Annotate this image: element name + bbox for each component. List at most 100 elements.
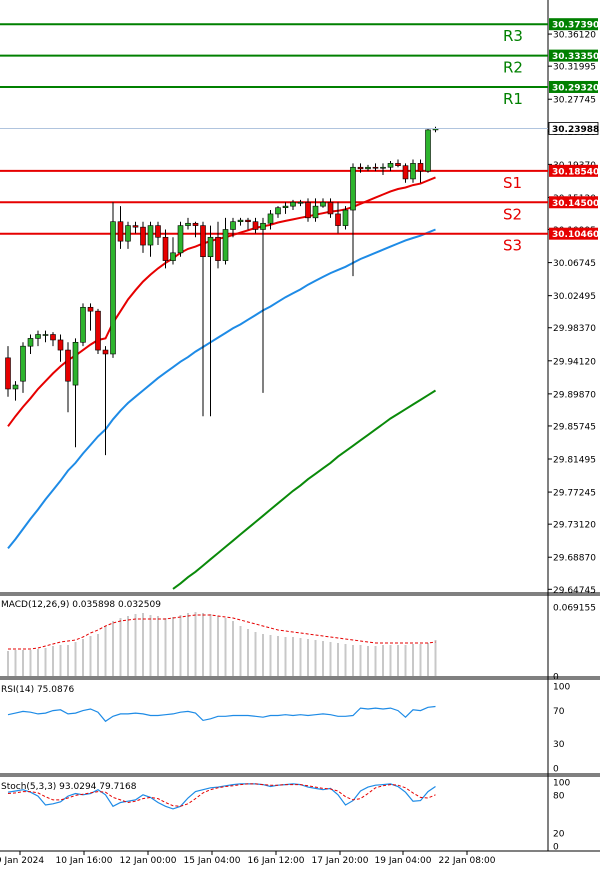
price-tick-label: 29.73120 — [553, 521, 596, 531]
time-tick-label: 19 Jan 04:00 — [375, 856, 432, 866]
level-price-s2: 30.14500 — [552, 199, 599, 209]
panel-frames — [0, 0, 600, 852]
candle-bear — [155, 225, 161, 238]
candle-bear — [200, 225, 206, 258]
candle-bear — [102, 349, 109, 355]
stoch-k-line — [7, 783, 436, 810]
candle-bull — [35, 334, 41, 339]
candle-bull — [185, 222, 191, 226]
candle-bear — [245, 219, 251, 223]
price-tick-label: 30.31995 — [553, 63, 596, 73]
rsi-line — [7, 705, 436, 723]
macd-signal-line — [8, 614, 436, 650]
stoch-tick-label: 0 — [553, 843, 559, 853]
macd-tick-label: 0 — [553, 673, 559, 683]
stoch-tick-label: 20 — [553, 830, 565, 840]
candle-bull — [72, 341, 79, 386]
candle-bull — [312, 205, 319, 219]
level-label-r2: R2 — [503, 59, 523, 77]
current-price-box — [548, 122, 599, 135]
candle-bull — [147, 225, 154, 246]
price-tick-label: 29.64745 — [553, 586, 596, 596]
ma-slow-line — [172, 389, 437, 590]
price-tick-label: 30.27745 — [553, 96, 596, 106]
price-tick-label: 30.36120 — [553, 31, 596, 41]
candle-bull — [320, 201, 326, 207]
candle-bull — [170, 252, 176, 261]
candle-bull — [425, 129, 431, 172]
price-tick-label: 29.85745 — [553, 422, 596, 432]
candle-bear — [117, 221, 124, 242]
candle-bear — [65, 349, 71, 382]
candle-bear — [215, 236, 221, 261]
candle-bull — [42, 334, 49, 336]
rsi-tick-label: 0 — [553, 765, 559, 775]
candle-bear — [327, 201, 334, 215]
candle-bull — [177, 225, 184, 254]
macd-panel: MACD(12,26,9) 0.035898 0.032509 0.069155… — [1, 600, 596, 683]
candle-bear — [50, 334, 56, 341]
stoch-d-line — [7, 783, 436, 807]
ma-fast-line — [7, 176, 436, 427]
candle-bull — [12, 384, 19, 390]
rsi-tick-label: 100 — [553, 683, 570, 693]
candle-bear — [335, 213, 341, 226]
level-price-box-s2 — [549, 196, 598, 209]
level-price-r2: 30.33350 — [552, 52, 599, 62]
candle-bull — [350, 166, 356, 211]
candle-bull — [267, 213, 274, 224]
time-tick-label: 12 Jan 00:00 — [120, 856, 177, 866]
candle-bear — [57, 339, 64, 351]
candle-bull — [222, 229, 229, 261]
price-tick-label: 30.02495 — [553, 292, 596, 302]
level-label-s2: S2 — [503, 205, 522, 223]
level-price-box-r3 — [549, 18, 598, 31]
candle-bear — [417, 163, 424, 172]
price-tick-label: 29.94120 — [553, 357, 596, 367]
candle-bull — [260, 222, 266, 230]
candle-bear — [162, 236, 169, 261]
rsi-panel: RSI(14) 75.0876 100 70 30 0 — [1, 683, 570, 775]
level-price-box-r2 — [549, 49, 598, 62]
candle-bull — [230, 221, 236, 230]
time-tick-label: 22 Jan 08:00 — [439, 856, 496, 866]
candle-bear — [395, 163, 401, 166]
candle-bear — [252, 221, 259, 230]
candle-bear — [132, 225, 139, 228]
candle-bull — [380, 166, 386, 169]
candle-bull — [20, 345, 26, 382]
price-tick-label: 29.89870 — [553, 390, 596, 400]
price-tick-label: 29.98370 — [553, 324, 596, 334]
candle-bull — [410, 163, 416, 180]
candle-bull — [275, 207, 281, 215]
time-tick-label: 10 Jan 16:00 — [56, 856, 113, 866]
candle-bull — [125, 225, 131, 242]
time-tick-label: 9 Jan 2024 — [0, 856, 44, 866]
level-label-s3: S3 — [503, 237, 522, 255]
candle-bull — [237, 219, 244, 223]
time-axis: 9 Jan 2024 10 Jan 16:00 12 Jan 00:00 15 Jan… — [0, 851, 496, 866]
macd-tick-label: 0.069155 — [553, 603, 596, 613]
level-label-s1: S1 — [503, 174, 522, 192]
level-price-r1: 30.29320 — [552, 83, 599, 93]
moving-averages — [7, 176, 437, 590]
candle-bear — [87, 306, 94, 312]
current-price-marker: 30.23988 — [0, 122, 599, 135]
stochastic-panel: Stoch(5,3,3) 93.0294 79.7168 100 80 20 0 — [1, 779, 570, 853]
price-tick-label: 29.81495 — [553, 456, 596, 466]
stoch-title: Stoch(5,3,3) 93.0294 79.7168 — [1, 782, 137, 792]
candle-bull — [290, 201, 296, 207]
candle-bull — [365, 166, 371, 170]
pivot-levels: 30.37390 R3 30.33350 R2 30.29320 R1 30.18540 S1… — [0, 18, 599, 255]
candle-bull — [27, 338, 34, 347]
candle-bull — [207, 236, 214, 258]
current-price-label: 30.23988 — [552, 125, 599, 135]
level-label-r3: R3 — [503, 27, 523, 45]
candlesticks — [5, 126, 439, 456]
time-tick-label: 17 Jan 20:00 — [312, 856, 369, 866]
candle-bull — [282, 205, 289, 209]
candle-bull — [297, 201, 304, 204]
level-price-s3: 30.10460 — [552, 230, 599, 240]
candle-bear — [305, 201, 311, 219]
